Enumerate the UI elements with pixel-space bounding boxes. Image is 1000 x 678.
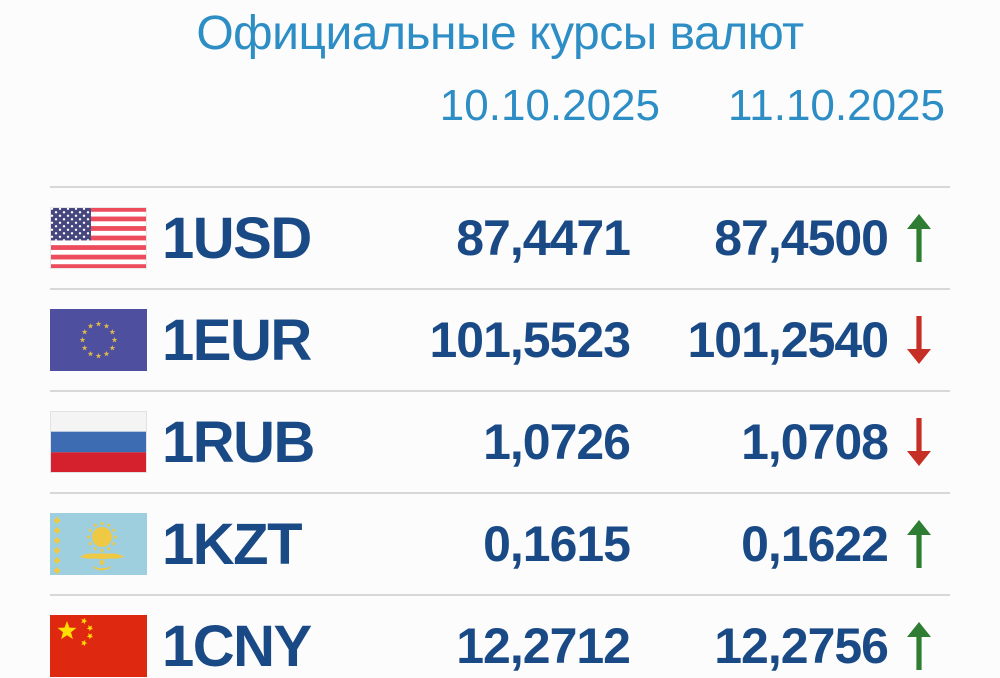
- date-column-left: 10.10.2025: [439, 81, 660, 131]
- rate-next-value: 87,4500: [714, 210, 889, 267]
- rate-next-value: 1,0708: [741, 414, 889, 471]
- down-arrow-icon: [906, 418, 932, 467]
- russia-flag-icon: [50, 411, 147, 474]
- table-row-kzt: 1KZT 0,1615 0,1622: [50, 492, 950, 594]
- currency-code: 1USD: [162, 205, 312, 271]
- rate-prev-value: 0,1615: [483, 516, 631, 573]
- table-row-usd: 1USD 87,4471 87,4500: [50, 186, 950, 288]
- currency-code: 1KZT: [162, 511, 303, 577]
- table-row-eur: 1EUR 101,5523 101,2540: [50, 288, 950, 390]
- rate-prev-value: 12,2712: [456, 618, 631, 675]
- currency-code: 1EUR: [162, 307, 312, 373]
- down-arrow-icon: [906, 316, 932, 365]
- page-title: Официальные курсы валют: [196, 7, 804, 60]
- kazakhstan-flag-icon: [50, 513, 147, 576]
- currency-code: 1RUB: [162, 409, 315, 475]
- rate-next-value: 12,2756: [714, 618, 889, 675]
- currency-code: 1CNY: [162, 613, 312, 678]
- us-flag-icon: [50, 207, 147, 270]
- rate-next-value: 101,2540: [687, 312, 889, 369]
- rate-prev-value: 1,0726: [483, 414, 631, 471]
- up-arrow-icon: [906, 622, 932, 671]
- rate-prev-value: 101,5523: [429, 312, 631, 369]
- china-flag-icon: [50, 615, 147, 678]
- rate-prev-value: 87,4471: [456, 210, 631, 267]
- table-row-cny: 1CNY 12,2712 12,2756: [50, 594, 950, 678]
- up-arrow-icon: [906, 520, 932, 569]
- rates-table: 1USD 87,4471 87,4500: [50, 186, 950, 678]
- date-column-right: 11.10.2025: [728, 81, 945, 131]
- rate-next-value: 0,1622: [741, 516, 889, 573]
- eu-flag-icon: [50, 309, 147, 372]
- table-row-rub: 1RUB 1,0726 1,0708: [50, 390, 950, 492]
- date-header-row: 10.10.2025 11.10.2025: [50, 81, 950, 131]
- up-arrow-icon: [906, 214, 932, 263]
